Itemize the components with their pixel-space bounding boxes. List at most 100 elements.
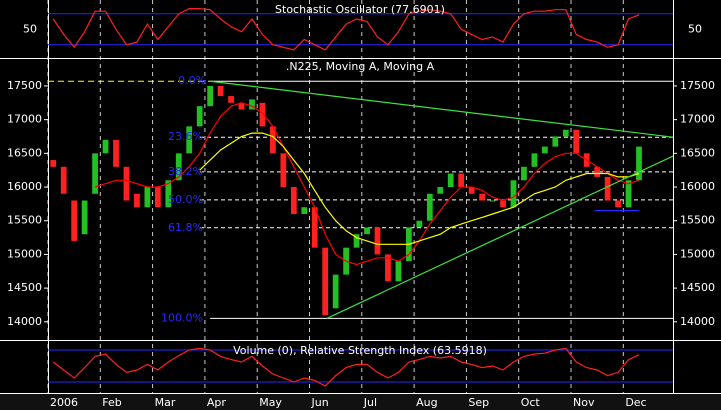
candle-body — [479, 193, 485, 201]
x-tick-label: Feb — [102, 396, 121, 409]
fibonacci-label: 38.2% — [168, 165, 203, 178]
candle-body — [113, 139, 119, 167]
candle-body — [552, 136, 559, 147]
x-tick-label: Mar — [155, 396, 176, 409]
candle-body — [594, 166, 601, 177]
y-tick-label: 17000 — [680, 113, 715, 126]
candle-body — [353, 234, 360, 248]
candle-body — [437, 187, 444, 194]
candle-body — [71, 200, 78, 241]
candle-body — [489, 200, 496, 202]
y-tick-label: 16500 — [680, 146, 715, 159]
series-line — [52, 347, 640, 387]
candle-body — [270, 126, 276, 154]
fibonacci-label: 50.0% — [168, 193, 203, 206]
candle-body — [154, 187, 161, 208]
x-tick-label: Dec — [625, 396, 646, 409]
candle-body — [364, 227, 370, 235]
x-tick-label: Apr — [207, 396, 227, 409]
fibonacci-label: 100.0% — [161, 311, 203, 324]
y-tick-label: 16000 — [680, 180, 715, 193]
candle-body — [510, 180, 517, 208]
candle-body — [374, 227, 381, 255]
candle-body — [301, 207, 308, 214]
candle-body — [573, 129, 580, 154]
candle-body — [217, 85, 224, 97]
y-tick-label: 16500 — [7, 146, 42, 159]
x-tick-label: Aug — [416, 396, 437, 409]
candle-body — [426, 193, 433, 221]
price-title: .N225, Moving A, Moving A — [286, 60, 435, 73]
series-line — [52, 8, 640, 51]
x-tick-label: Jul — [363, 396, 377, 409]
stochastic-title: Stochastic Oscillator (77.6901) — [275, 3, 445, 16]
candle-body — [259, 102, 266, 127]
y-tick-label: 15000 — [680, 247, 715, 260]
candle-body — [207, 85, 214, 107]
candle-body — [395, 261, 402, 282]
candle-body — [636, 146, 642, 181]
candle-body — [332, 274, 339, 309]
plots — [48, 8, 674, 387]
candle-body — [416, 220, 423, 228]
candle-body — [468, 187, 475, 194]
y-tick-label: 14500 — [680, 281, 715, 294]
candle-body — [385, 254, 391, 282]
y-tick-label: 14000 — [7, 315, 42, 328]
y-tick-label: 16000 — [7, 180, 42, 193]
x-tick-label: Sep — [468, 396, 489, 409]
candle-body — [458, 173, 465, 188]
x-tick-label: May — [259, 396, 282, 409]
candle-body — [81, 200, 88, 235]
trendline — [326, 155, 674, 319]
candle-body — [123, 166, 130, 201]
candle-body — [322, 247, 329, 316]
candle-body — [50, 160, 57, 167]
candle-body — [562, 129, 569, 137]
candle-body — [541, 146, 548, 154]
candle-body — [311, 207, 318, 248]
date-strip — [0, 393, 721, 410]
fibonacci-label: 61.8% — [168, 221, 203, 234]
candle-body — [134, 193, 140, 208]
fibonacci-label: 0.0% — [178, 74, 206, 87]
fibonacci-label: 23.6% — [168, 130, 203, 143]
candle-body — [521, 166, 527, 181]
candle-body — [186, 126, 193, 154]
candle-body — [228, 96, 234, 103]
x-tick-label: Jun — [311, 396, 329, 409]
candle-body — [447, 173, 454, 188]
candle-body — [625, 180, 632, 208]
y-tick-label: 50 — [688, 22, 702, 35]
y-tick-label: 50 — [23, 22, 37, 35]
candle-body — [531, 153, 538, 167]
candle-body — [92, 153, 98, 194]
candle-body — [280, 153, 287, 188]
y-tick-label: 17500 — [680, 79, 715, 92]
y-tick-label: 15500 — [7, 214, 42, 227]
candle-body — [175, 153, 182, 181]
trendline — [210, 80, 674, 138]
y-tick-label: 14500 — [7, 281, 42, 294]
candle-body — [615, 200, 621, 208]
candle-body — [196, 106, 203, 127]
series-line — [199, 132, 640, 245]
candle-body — [290, 187, 297, 214]
candle-body — [249, 99, 255, 110]
x-tick-label: 2006 — [50, 396, 78, 409]
x-tick-label: Nov — [573, 396, 595, 409]
candle-body — [102, 139, 109, 154]
candle-body — [165, 180, 172, 208]
y-tick-label: 15000 — [7, 247, 42, 260]
labels: Stochastic Oscillator (77.6901) .N225, M… — [7, 3, 715, 409]
series-line — [94, 102, 640, 266]
y-tick-label: 15500 — [680, 214, 715, 227]
y-tick-label: 17500 — [7, 79, 42, 92]
candle-body — [144, 187, 151, 208]
x-tick-label: Oct — [521, 396, 541, 409]
y-tick-label: 14000 — [680, 315, 715, 328]
candle-body — [604, 176, 611, 201]
y-tick-label: 17000 — [7, 113, 42, 126]
candle-body — [60, 166, 67, 194]
